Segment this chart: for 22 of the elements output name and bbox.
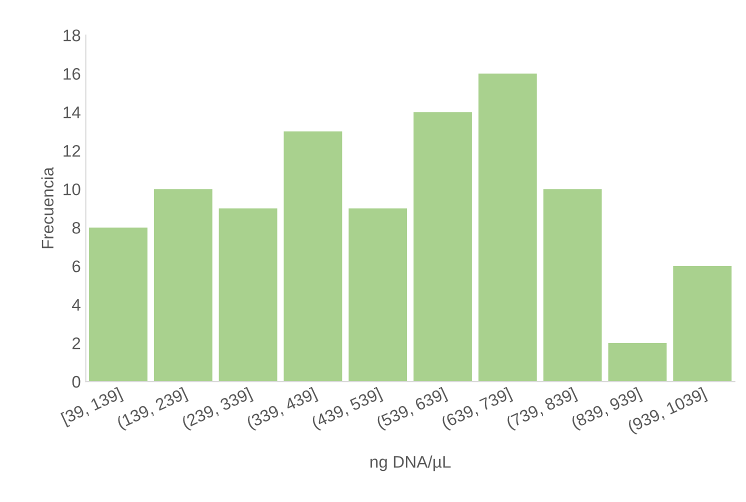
bar	[608, 343, 667, 382]
bar	[89, 228, 148, 382]
y-axis-title: Frecuencia	[41, 167, 54, 248]
y-tick-label: 16	[64, 68, 80, 80]
y-tick-label: 10	[64, 183, 80, 196]
y-tick-label: 12	[64, 145, 80, 157]
bar	[218, 208, 278, 382]
x-axis-title: ng DNA/µL	[370, 456, 451, 472]
bar	[414, 112, 472, 382]
bar	[673, 266, 732, 382]
bar	[154, 189, 212, 382]
bar	[478, 74, 537, 382]
y-tick-label: 6	[72, 260, 80, 272]
bar	[284, 131, 342, 382]
y-tick-label: 2	[72, 337, 80, 350]
bar	[348, 208, 408, 382]
bar	[543, 189, 602, 382]
y-tick-label: 18	[64, 30, 80, 42]
y-tick-label: 4	[72, 299, 80, 311]
y-tick-label: 14	[64, 106, 80, 118]
y-tick-label: 8	[72, 222, 80, 234]
y-tick-label: 0	[72, 376, 80, 388]
